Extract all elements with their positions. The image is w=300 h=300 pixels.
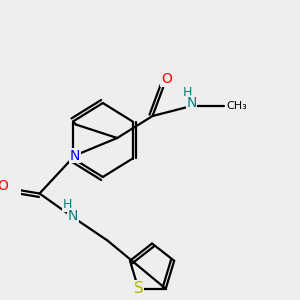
Text: O: O xyxy=(0,178,8,193)
Text: N: N xyxy=(68,208,78,223)
Text: O: O xyxy=(161,72,172,86)
Text: H: H xyxy=(63,198,72,211)
Text: H: H xyxy=(182,85,192,98)
Text: S: S xyxy=(134,281,143,296)
Text: N: N xyxy=(70,148,80,163)
Text: CH₃: CH₃ xyxy=(226,101,247,111)
Text: N: N xyxy=(186,96,197,110)
